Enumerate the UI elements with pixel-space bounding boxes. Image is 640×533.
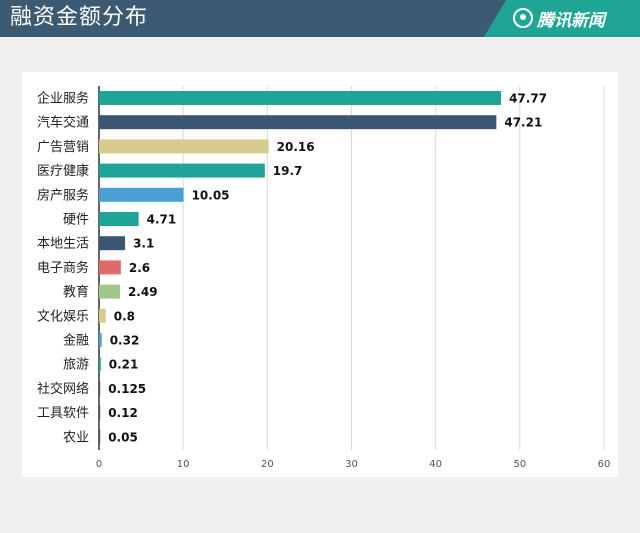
bars	[99, 91, 502, 444]
category-label: 汽车交通	[37, 115, 89, 131]
data-label: 2.49	[128, 285, 158, 299]
x-tick-label: 0	[96, 459, 102, 470]
x-tick-label: 10	[177, 459, 190, 470]
brand-logo[interactable]: 腾讯新闻	[513, 6, 605, 31]
bar[interactable]	[99, 91, 502, 105]
bar[interactable]	[99, 381, 101, 396]
data-label: 47.21	[504, 116, 542, 130]
data-label: 47.77	[509, 92, 547, 106]
bar[interactable]	[99, 357, 101, 372]
data-label: 4.71	[147, 213, 177, 227]
category-label: 医疗健康	[37, 163, 89, 179]
bar[interactable]	[99, 429, 101, 444]
category-label: 硬件	[63, 213, 89, 228]
category-label: 教育	[63, 284, 89, 300]
bar[interactable]	[99, 187, 184, 202]
bar[interactable]	[99, 236, 126, 251]
data-label: 0.125	[108, 382, 146, 396]
category-label: 电子商务	[37, 260, 89, 276]
x-tick-label: 40	[429, 459, 442, 470]
data-label: 0.32	[110, 334, 140, 348]
bar[interactable]	[99, 212, 139, 226]
x-tick-label: 20	[261, 459, 274, 470]
x-tick-label: 50	[513, 459, 526, 470]
data-label: 0.8	[114, 309, 135, 323]
bar[interactable]	[99, 163, 265, 178]
page-title: 融资金额分布	[10, 5, 149, 30]
category-label: 工具软件	[37, 406, 89, 421]
bar[interactable]	[99, 405, 101, 420]
logo-text: 腾讯新闻	[537, 10, 605, 31]
tencent-news-logo-icon	[513, 8, 533, 28]
bar[interactable]	[99, 115, 497, 130]
data-label: 20.16	[277, 140, 315, 154]
category-label: 房产服务	[37, 187, 89, 203]
category-label: 旅游	[63, 358, 89, 373]
bar[interactable]	[99, 260, 121, 275]
category-label: 本地生活	[37, 237, 89, 252]
bar[interactable]	[99, 284, 120, 299]
data-label: 19.7	[273, 164, 303, 178]
category-label: 企业服务	[37, 91, 89, 107]
bar[interactable]	[99, 333, 102, 347]
category-label: 农业	[63, 430, 89, 445]
bar[interactable]	[99, 139, 269, 154]
header-bar: 融资金额分布 腾讯新闻	[0, 0, 640, 37]
data-label: 2.6	[129, 261, 150, 275]
category-label: 社交网络	[37, 381, 89, 397]
data-label: 10.05	[192, 188, 230, 202]
labels: 0 10 20 30 40 50 60 企业服务 47.77 汽车交通 47.21 广告营销 20.16…	[37, 91, 610, 471]
data-label: 3.1	[133, 237, 154, 251]
category-label: 金融	[63, 333, 89, 349]
x-tick-label: 30	[345, 459, 358, 470]
data-label: 0.05	[108, 430, 138, 444]
data-label: 0.12	[108, 406, 138, 420]
x-tick-label: 60	[598, 459, 611, 470]
header-accent	[484, 0, 640, 37]
category-label: 广告营销	[37, 140, 89, 155]
bar[interactable]	[99, 308, 106, 323]
category-label: 文化娱乐	[37, 309, 89, 324]
data-label: 0.21	[109, 358, 139, 372]
